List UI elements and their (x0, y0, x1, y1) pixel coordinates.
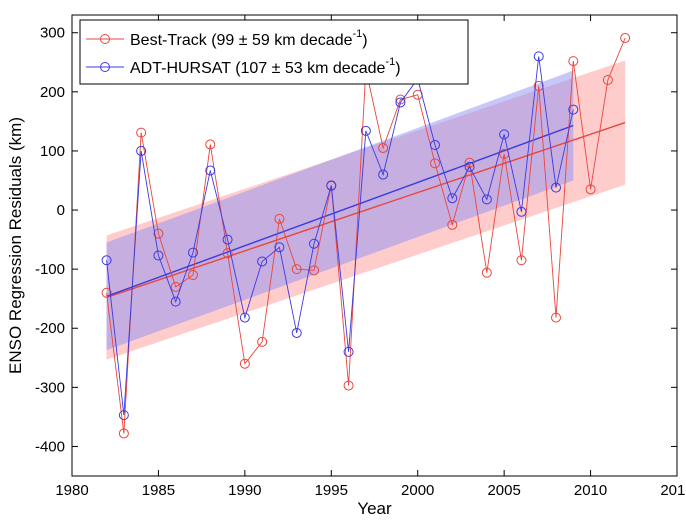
x-tick-label: 2010 (574, 482, 607, 499)
y-tick-label: 200 (40, 84, 65, 101)
data-point (602, 75, 613, 86)
data-point (464, 161, 475, 172)
data-point (257, 256, 268, 267)
data-point (533, 80, 544, 91)
x-tick-label: 1980 (55, 482, 88, 499)
plot-frame (71, 14, 678, 477)
legend-label-text: Best-Track (99 ± 59 km decade (130, 32, 353, 49)
data-point (481, 267, 492, 278)
data-point (118, 428, 129, 439)
data-point (136, 145, 147, 156)
legend-label-superscript: -1 (353, 28, 363, 40)
data-point (378, 169, 389, 180)
legend-label-close: ) (395, 60, 400, 77)
data-point (447, 193, 458, 204)
data-point (568, 56, 579, 67)
data-point (378, 142, 389, 153)
data-point (291, 264, 302, 275)
legend-label-superscript: -1 (385, 56, 395, 68)
data-point (395, 97, 406, 108)
x-tick-label: 1995 (315, 482, 348, 499)
legend-box (79, 19, 469, 85)
y-axis-ticks: -400 -300 -200 -100 0 100 200 300 (35, 25, 677, 455)
series-line-1 (106, 56, 574, 416)
data-point (205, 139, 216, 150)
data-point (551, 312, 561, 323)
x-axis-label: Year (357, 499, 392, 518)
x-tick-label: 1990 (228, 482, 261, 499)
x-axis-ticks: 1980 1985 1990 1995 2000 2005 2010 2015 (55, 15, 686, 499)
data-point (620, 33, 631, 44)
data-point (153, 250, 164, 261)
y-tick-label: 100 (40, 143, 65, 160)
y-tick-label: -200 (35, 320, 65, 337)
trend-lines (106, 121, 626, 299)
data-point (188, 247, 198, 258)
data-point (499, 129, 510, 140)
data-point (326, 180, 337, 191)
data-point (430, 140, 440, 151)
y-tick-label: -100 (35, 261, 65, 278)
data-point (222, 234, 233, 245)
data-point (274, 242, 285, 253)
trend-line-1 (106, 124, 574, 297)
data-point (360, 125, 371, 136)
data-point (516, 206, 527, 217)
data-point (188, 270, 198, 281)
legend-label-0: Best-Track (99 ± 59 km decade-1) (130, 28, 368, 49)
data-point (447, 219, 458, 230)
legend: Best-Track (99 ± 59 km decade-1)ADT-HURS… (79, 19, 469, 85)
data-point (239, 358, 250, 369)
data-point (309, 238, 319, 249)
x-tick-label: 2000 (401, 482, 434, 499)
data-point (343, 380, 354, 391)
data-point (136, 127, 147, 138)
data-point (481, 194, 492, 205)
x-tick-label: 1985 (142, 482, 175, 499)
data-point (205, 165, 216, 176)
data-point (101, 255, 112, 266)
data-point (291, 327, 302, 338)
x-tick-label: 2015 (660, 482, 686, 499)
legend-label-text: ADT-HURSAT (107 ± 53 km decade (130, 60, 386, 77)
data-point (551, 182, 561, 193)
data-point (585, 184, 596, 195)
data-point (568, 104, 579, 115)
data-point (516, 255, 527, 266)
data-point (274, 213, 285, 224)
data-point (533, 51, 544, 62)
data-point (430, 158, 440, 169)
x-tick-label: 2005 (487, 482, 520, 499)
legend-swatch-marker-1 (100, 62, 110, 72)
data-point (257, 336, 268, 347)
y-tick-label: 300 (40, 25, 65, 42)
data-point (101, 287, 112, 298)
data-point (222, 248, 233, 259)
legend-label-close: ) (362, 32, 367, 49)
legend-label-1: ADT-HURSAT (107 ± 53 km decade-1) (130, 56, 401, 77)
data-point (170, 281, 181, 292)
y-axis-label: ENSO Regression Residuals (km) (6, 117, 25, 374)
data-point (343, 346, 354, 357)
y-tick-label: 0 (57, 202, 65, 219)
data-point (170, 296, 181, 307)
data-point (239, 312, 250, 323)
data-point (153, 228, 164, 239)
y-tick-label: -300 (35, 379, 65, 396)
trend-line-0 (106, 121, 626, 299)
legend-swatch-marker-0 (100, 34, 110, 44)
y-tick-label: -400 (35, 438, 65, 455)
data-point (118, 410, 129, 421)
data-point (309, 265, 319, 276)
